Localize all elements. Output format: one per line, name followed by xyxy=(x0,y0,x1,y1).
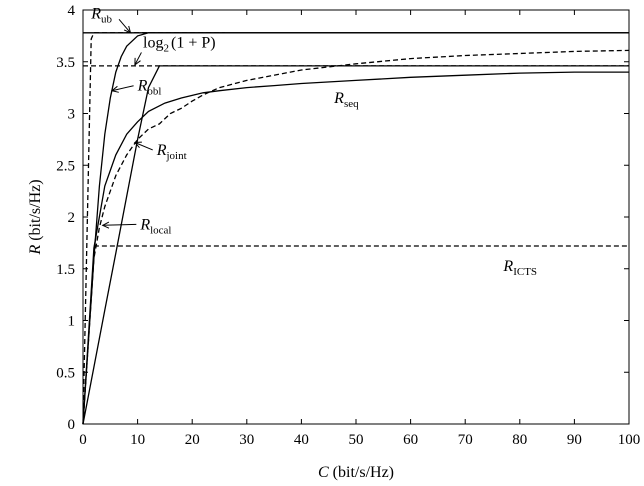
annotations-layer: Rub log2 (1 + P) Robl Rjoint Rlocal Rseq RICTS xyxy=(90,5,537,278)
x-tick-label: 10 xyxy=(130,432,145,448)
annotation-local-text: Rlocal xyxy=(139,216,171,236)
annotation-joint-arrow xyxy=(134,142,153,151)
y-tick-label: 0.5 xyxy=(56,365,75,381)
x-tick-label: 70 xyxy=(458,432,473,448)
y-tick-label: 2.5 xyxy=(56,158,75,174)
annotation-log: log2 (1 + P) xyxy=(134,34,216,66)
annotation-obl: Robl xyxy=(110,78,162,98)
y-axis-label: R (bit/s/Hz) xyxy=(27,179,44,255)
annotation-seq: Rseq xyxy=(333,90,359,110)
x-tick-label: 50 xyxy=(349,432,364,448)
x-tick-label: 0 xyxy=(79,432,87,448)
ticks-layer: 0 10 20 30 40 50 60 70 80 90 100 0 0.5 1 1.5 2 2.5 3 3.5 4 xyxy=(56,3,640,448)
annotation-ub: Rub xyxy=(90,5,132,34)
x-tick-label: 30 xyxy=(239,432,254,448)
annotation-obl-arrow xyxy=(111,85,134,92)
series-line-r-seq xyxy=(82,71,629,425)
annotation-joint-arrowhead xyxy=(133,141,142,149)
y-tick-label: 1.5 xyxy=(56,262,75,278)
y-tick-label: 3 xyxy=(68,107,76,123)
annotation-ub-arrow xyxy=(118,18,131,34)
y-tick-label: 2 xyxy=(68,210,76,226)
annotation-obl-arrowhead xyxy=(110,85,119,93)
x-tick-label: 90 xyxy=(567,432,582,448)
annotation-joint: Rjoint xyxy=(133,141,187,162)
annotation-icts-text: RICTS xyxy=(502,258,537,278)
annotation-local-arrowhead xyxy=(101,221,110,229)
series-line-r-joint xyxy=(82,49,630,425)
annotation-ub-text: Rub xyxy=(90,5,112,25)
x-tick-label: 100 xyxy=(618,432,641,448)
y-tick-label: 4 xyxy=(68,3,76,19)
series-line-r-local xyxy=(82,65,629,425)
x-tick-label: 40 xyxy=(294,432,309,448)
x-tick-label: 60 xyxy=(403,432,418,448)
annotation-log-arrowhead xyxy=(134,57,141,66)
x-axis-label: C (bit/s/Hz) xyxy=(318,464,394,481)
y-tick-label: 0 xyxy=(68,417,76,433)
annotation-log-arrow xyxy=(134,52,142,66)
annotation-obl-text: Robl xyxy=(137,78,162,98)
y-tick-label: 1 xyxy=(68,314,76,330)
annotation-joint-text: Rjoint xyxy=(156,142,187,162)
x-tick-label: 20 xyxy=(185,432,200,448)
x-tick-label: 80 xyxy=(512,432,527,448)
annotation-ub-arrowhead xyxy=(123,25,132,34)
annotation-seq-text: Rseq xyxy=(333,90,359,110)
annotation-local: Rlocal xyxy=(101,216,172,236)
series-layer xyxy=(82,32,630,425)
annotation-log-text: log2 (1 + P) xyxy=(143,34,216,54)
y-tick-label: 3.5 xyxy=(56,55,75,71)
annotation-icts: RICTS xyxy=(502,258,537,278)
annotation-local-arrow xyxy=(102,223,137,226)
series-line-r-obl xyxy=(82,32,629,425)
